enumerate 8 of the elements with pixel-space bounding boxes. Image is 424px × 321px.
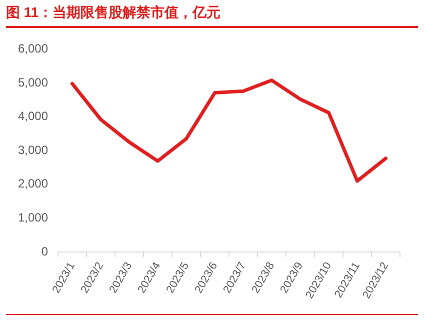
y-tick-label: 5,000 xyxy=(18,75,48,90)
y-tick-label: 6,000 xyxy=(18,42,48,56)
y-tick-label: 4,000 xyxy=(18,109,48,124)
y-tick-label: 2,000 xyxy=(18,176,48,191)
chart-title: 图 11：当期限售股解禁市值，亿元 xyxy=(6,4,221,22)
y-tick-label: 1,000 xyxy=(18,210,48,224)
y-tick-label: 0 xyxy=(41,244,48,258)
y-tick-label: 3,000 xyxy=(18,142,48,157)
